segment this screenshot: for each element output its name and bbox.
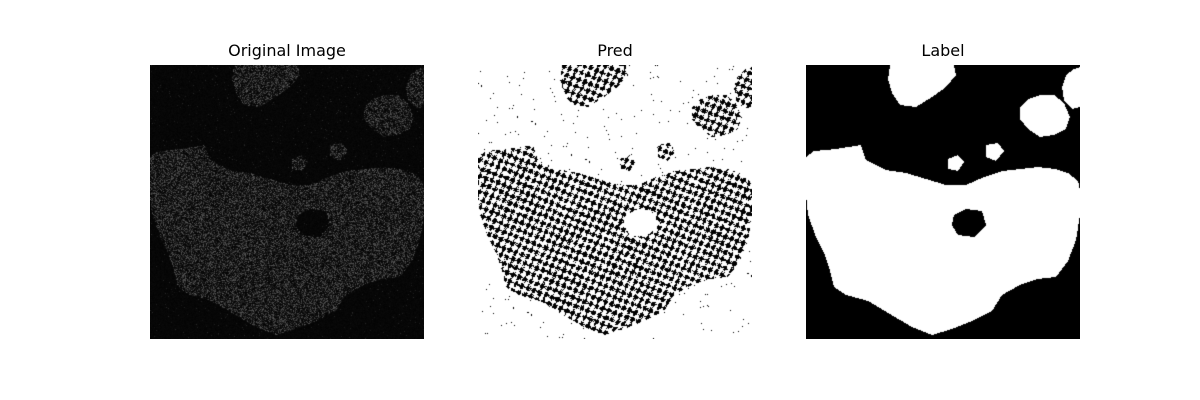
pred-image	[478, 65, 752, 339]
original-image	[150, 65, 424, 339]
panel-pred: Pred	[478, 38, 752, 339]
panel-original-image: Original Image	[150, 38, 424, 339]
panel-title-pred: Pred	[597, 41, 633, 60]
panel-title-label: Label	[921, 41, 965, 60]
panel-label: Label	[806, 38, 1080, 339]
label-image	[806, 65, 1080, 339]
panel-title-original-image: Original Image	[228, 41, 346, 60]
